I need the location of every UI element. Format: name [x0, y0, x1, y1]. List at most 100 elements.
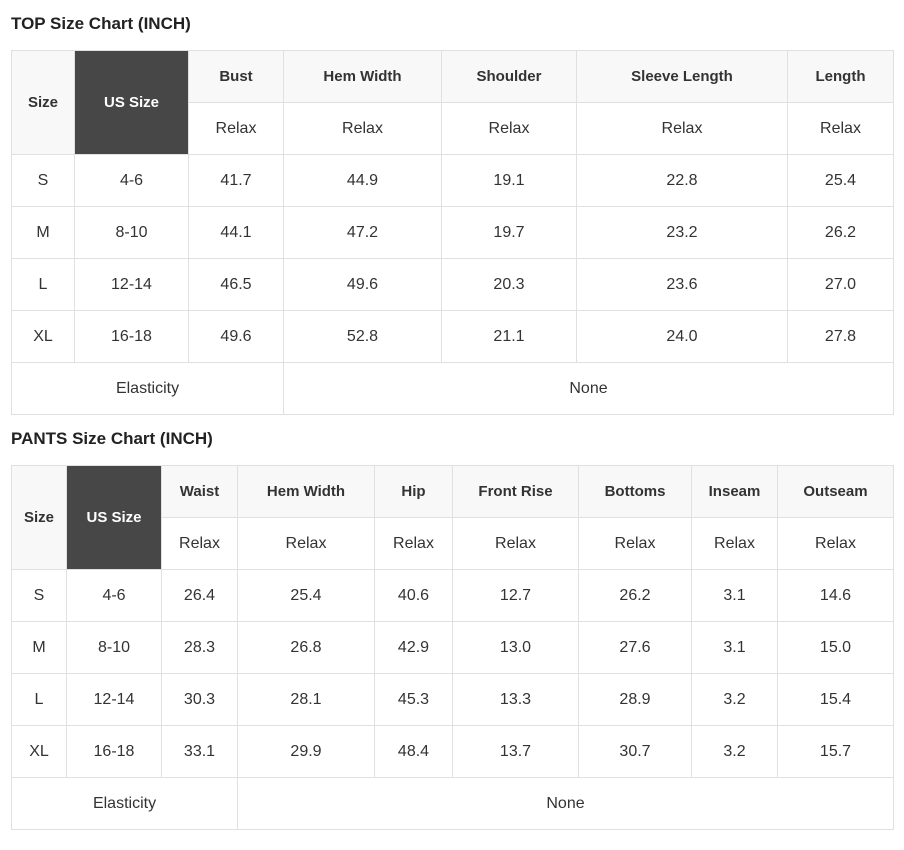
pants-col-inseam: Inseam: [691, 465, 778, 518]
value-cell: 12.7: [452, 569, 579, 622]
fit-cell: Relax: [578, 517, 692, 570]
size-cell: XL: [11, 725, 67, 778]
value-cell: 19.1: [441, 154, 577, 207]
us-size-cell: 16-18: [66, 725, 162, 778]
pants-col-waist: Waist: [161, 465, 238, 518]
us-size-cell: 16-18: [74, 310, 189, 363]
top-col-sleeve-length: Sleeve Length: [576, 50, 788, 103]
size-cell: S: [11, 154, 75, 207]
size-cell: XL: [11, 310, 75, 363]
value-cell: 41.7: [188, 154, 284, 207]
table-row: S 4-6 41.7 44.9 19.1 22.8 25.4: [11, 154, 894, 207]
us-size-cell: 4-6: [74, 154, 189, 207]
value-cell: 44.1: [188, 206, 284, 259]
value-cell: 24.0: [576, 310, 788, 363]
pants-size-header: Size: [11, 465, 67, 570]
us-size-cell: 4-6: [66, 569, 162, 622]
pants-col-front-rise: Front Rise: [452, 465, 579, 518]
table-row: M 8-10 44.1 47.2 19.7 23.2 26.2: [11, 206, 894, 259]
us-size-cell: 12-14: [66, 673, 162, 726]
elasticity-value: None: [237, 777, 894, 830]
value-cell: 26.2: [578, 569, 692, 622]
pants-us-size-header: US Size: [66, 465, 162, 570]
size-chart-section: TOP Size Chart (INCH) Size US Size Bust …: [0, 14, 904, 830]
value-cell: 21.1: [441, 310, 577, 363]
value-cell: 28.1: [237, 673, 375, 726]
fit-cell: Relax: [691, 517, 778, 570]
top-col-bust: Bust: [188, 50, 284, 103]
value-cell: 25.4: [787, 154, 894, 207]
pants-chart-title: PANTS Size Chart (INCH): [11, 429, 213, 448]
value-cell: 13.7: [452, 725, 579, 778]
us-size-cell: 12-14: [74, 258, 189, 311]
top-col-shoulder: Shoulder: [441, 50, 577, 103]
value-cell: 23.2: [576, 206, 788, 259]
table-row: S 4-6 26.4 25.4 40.6 12.7 26.2 3.1 14.6: [11, 569, 894, 622]
value-cell: 3.2: [691, 725, 778, 778]
size-cell: L: [11, 673, 67, 726]
value-cell: 26.4: [161, 569, 238, 622]
value-cell: 27.6: [578, 621, 692, 674]
table-row: M 8-10 28.3 26.8 42.9 13.0 27.6 3.1 15.0: [11, 621, 894, 674]
value-cell: 13.0: [452, 621, 579, 674]
pants-header-row: Size US Size Waist Hem Width Hip Front R…: [11, 465, 894, 570]
top-chart-title: TOP Size Chart (INCH): [11, 14, 191, 33]
value-cell: 27.8: [787, 310, 894, 363]
value-cell: 29.9: [237, 725, 375, 778]
value-cell: 42.9: [374, 621, 453, 674]
fit-cell: Relax: [576, 102, 788, 155]
fit-cell: Relax: [188, 102, 284, 155]
table-row: XL 16-18 49.6 52.8 21.1 24.0 27.8: [11, 310, 894, 363]
value-cell: 14.6: [777, 569, 894, 622]
value-cell: 19.7: [441, 206, 577, 259]
table-row: XL 16-18 33.1 29.9 48.4 13.7 30.7 3.2 15…: [11, 725, 894, 778]
top-header-row: Size US Size Bust Hem Width Shoulder Sle…: [11, 50, 894, 155]
value-cell: 52.8: [283, 310, 442, 363]
value-cell: 26.2: [787, 206, 894, 259]
us-size-cell: 8-10: [66, 621, 162, 674]
value-cell: 30.7: [578, 725, 692, 778]
fit-cell: Relax: [452, 517, 579, 570]
value-cell: 15.0: [777, 621, 894, 674]
elasticity-label: Elasticity: [11, 777, 238, 830]
value-cell: 20.3: [441, 258, 577, 311]
elasticity-value: None: [283, 362, 894, 415]
value-cell: 26.8: [237, 621, 375, 674]
top-size-header: Size: [11, 50, 75, 155]
pants-elasticity-row: Elasticity None: [11, 777, 894, 830]
value-cell: 13.3: [452, 673, 579, 726]
value-cell: 33.1: [161, 725, 238, 778]
value-cell: 25.4: [237, 569, 375, 622]
size-cell: M: [11, 206, 75, 259]
fit-cell: Relax: [777, 517, 894, 570]
value-cell: 45.3: [374, 673, 453, 726]
fit-cell: Relax: [237, 517, 375, 570]
size-cell: S: [11, 569, 67, 622]
pants-col-bottoms: Bottoms: [578, 465, 692, 518]
table-row: L 12-14 46.5 49.6 20.3 23.6 27.0: [11, 258, 894, 311]
pants-size-table: Size US Size Waist Hem Width Hip Front R…: [11, 465, 894, 830]
top-us-size-header: US Size: [74, 50, 189, 155]
value-cell: 49.6: [188, 310, 284, 363]
value-cell: 46.5: [188, 258, 284, 311]
us-size-cell: 8-10: [74, 206, 189, 259]
pants-col-hem-width: Hem Width: [237, 465, 375, 518]
value-cell: 3.2: [691, 673, 778, 726]
value-cell: 28.3: [161, 621, 238, 674]
value-cell: 40.6: [374, 569, 453, 622]
value-cell: 48.4: [374, 725, 453, 778]
fit-cell: Relax: [283, 102, 442, 155]
fit-cell: Relax: [374, 517, 453, 570]
fit-cell: Relax: [787, 102, 894, 155]
value-cell: 15.4: [777, 673, 894, 726]
top-elasticity-row: Elasticity None: [11, 362, 894, 415]
value-cell: 28.9: [578, 673, 692, 726]
value-cell: 44.9: [283, 154, 442, 207]
value-cell: 49.6: [283, 258, 442, 311]
table-row: L 12-14 30.3 28.1 45.3 13.3 28.9 3.2 15.…: [11, 673, 894, 726]
top-col-length: Length: [787, 50, 894, 103]
value-cell: 22.8: [576, 154, 788, 207]
value-cell: 3.1: [691, 621, 778, 674]
fit-cell: Relax: [441, 102, 577, 155]
value-cell: 23.6: [576, 258, 788, 311]
